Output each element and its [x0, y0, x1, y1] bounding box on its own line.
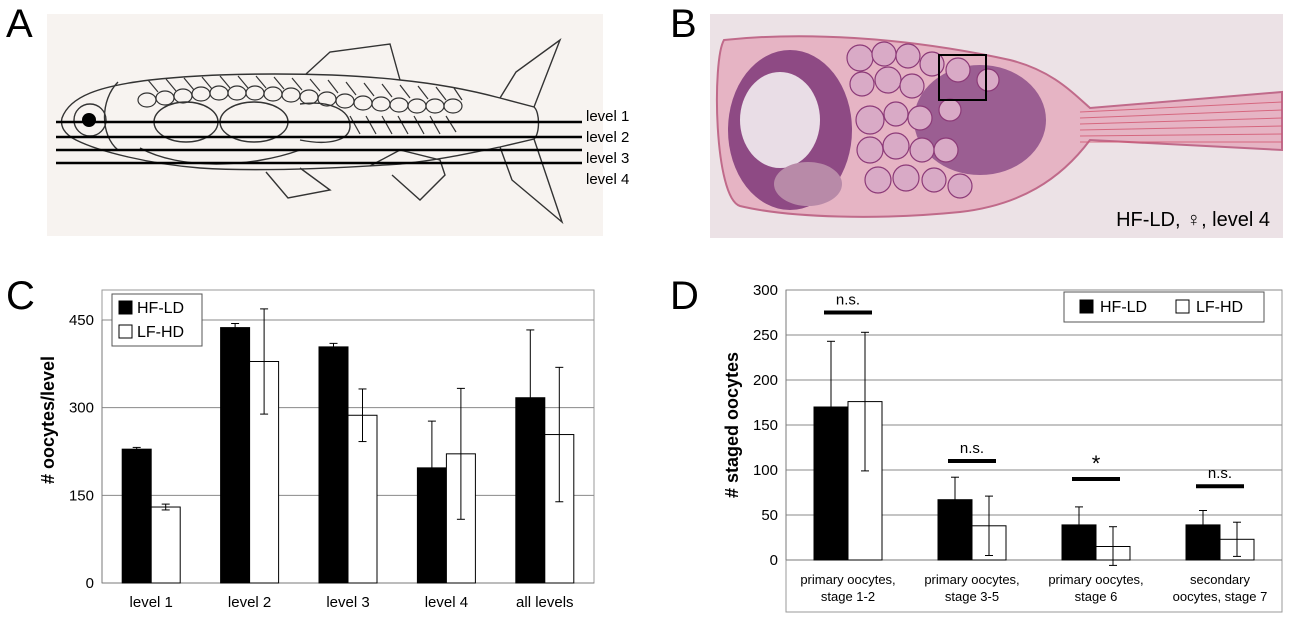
- chart-d-legend-swatch-lf: [1175, 299, 1190, 314]
- chart-c-ylabel: # oocytes/level: [38, 356, 58, 484]
- gut-lower: [774, 162, 842, 206]
- d-xtick-label: primary oocytes,: [800, 572, 895, 587]
- d-xtick-label: stage 6: [1075, 589, 1118, 604]
- eye-pupil: [82, 113, 96, 127]
- chart-d-legend-label-lf: LF-HD: [1196, 299, 1243, 316]
- c-bar-lf: [544, 434, 575, 584]
- level-label-1: level 1: [586, 108, 629, 125]
- level-label-4: level 4: [586, 171, 629, 188]
- chart-c-legend: HF-LD LF-HD: [111, 293, 203, 347]
- d-xtick-label: stage 1-2: [821, 589, 875, 604]
- c-xtick-label: all levels: [516, 594, 574, 611]
- chart-c-legend-swatch-hf: [118, 300, 133, 315]
- chart-c-legend-label-lf: LF-HD: [137, 324, 184, 341]
- c-ytick-label: 150: [69, 487, 94, 504]
- inset-box: [938, 54, 987, 101]
- c-xtick-label: level 4: [425, 594, 468, 611]
- panel-letter-c: C: [6, 274, 35, 318]
- c-ytick-label: 0: [86, 575, 94, 592]
- d-ytick-label: 50: [761, 507, 778, 524]
- chart-c-legend-label-hf: HF-LD: [137, 300, 184, 317]
- fish-schematic: level 1 level 2 level 3 level 4: [47, 14, 629, 236]
- level-label-2: level 2: [586, 129, 629, 146]
- d-significance-label: *: [1092, 451, 1101, 476]
- d-ytick-label: 300: [753, 282, 778, 299]
- oocytes: [846, 41, 1000, 199]
- d-xtick-label: secondary: [1190, 572, 1250, 587]
- c-bar-hf: [121, 448, 152, 584]
- d-ytick-label: 0: [770, 552, 778, 569]
- c-xtick-label: level 3: [326, 594, 369, 611]
- d-ytick-label: 200: [753, 372, 778, 389]
- chart-c-legend-swatch-lf: [118, 324, 133, 339]
- chart-c: 0 150 300 450 level 1 level 2 level 3 level 4 a…: [38, 289, 595, 611]
- d-ytick-label: 250: [753, 327, 778, 344]
- panel-letter-d: D: [670, 274, 699, 318]
- chart-d-legend-label-hf: HF-LD: [1100, 299, 1147, 316]
- c-bar-lf: [150, 506, 181, 584]
- chart-d-legend: HF-LD LF-HD: [1063, 291, 1265, 323]
- d-xtick-label: oocytes, stage 7: [1173, 589, 1268, 604]
- level-label-3: level 3: [586, 150, 629, 167]
- d-significance-label: n.s.: [1208, 465, 1232, 482]
- d-significance-label: n.s.: [836, 292, 860, 309]
- chart-d-legend-box: [1063, 291, 1265, 323]
- c-ytick-label: 450: [69, 312, 94, 329]
- d-xtick-label: primary oocytes,: [1048, 572, 1143, 587]
- level-lines: [56, 120, 582, 165]
- d-ytick-label: 100: [753, 462, 778, 479]
- d-ytick-label: 150: [753, 417, 778, 434]
- c-xtick-label: level 2: [228, 594, 271, 611]
- c-xtick-label: level 1: [130, 594, 173, 611]
- chart-d-legend-swatch-hf: [1079, 299, 1094, 314]
- rib-lines: [147, 75, 463, 135]
- d-significance-label: n.s.: [960, 440, 984, 457]
- d-xtick-label: primary oocytes,: [924, 572, 1019, 587]
- d-xtick-label: stage 3-5: [945, 589, 999, 604]
- spine-beads: [137, 85, 463, 114]
- chart-d: n.s. n.s. * n.s. 0 50 100 150 200 250 300 primary…: [722, 282, 1283, 613]
- panel-letter-a: A: [6, 2, 33, 46]
- c-bar-hf: [220, 327, 251, 584]
- c-bar-hf: [318, 346, 349, 584]
- histology-image: HF-LD, ♀, level 4: [710, 14, 1283, 238]
- muscle-streaks: [1079, 101, 1283, 143]
- chart-d-ylabel: # staged oocytes: [722, 352, 742, 498]
- histology-caption: HF-LD, ♀, level 4: [1116, 209, 1270, 231]
- c-ytick-label: 300: [69, 400, 94, 417]
- panel-letter-b: B: [670, 2, 697, 46]
- gut-lumen: [740, 72, 820, 168]
- schematic-background: [47, 14, 603, 236]
